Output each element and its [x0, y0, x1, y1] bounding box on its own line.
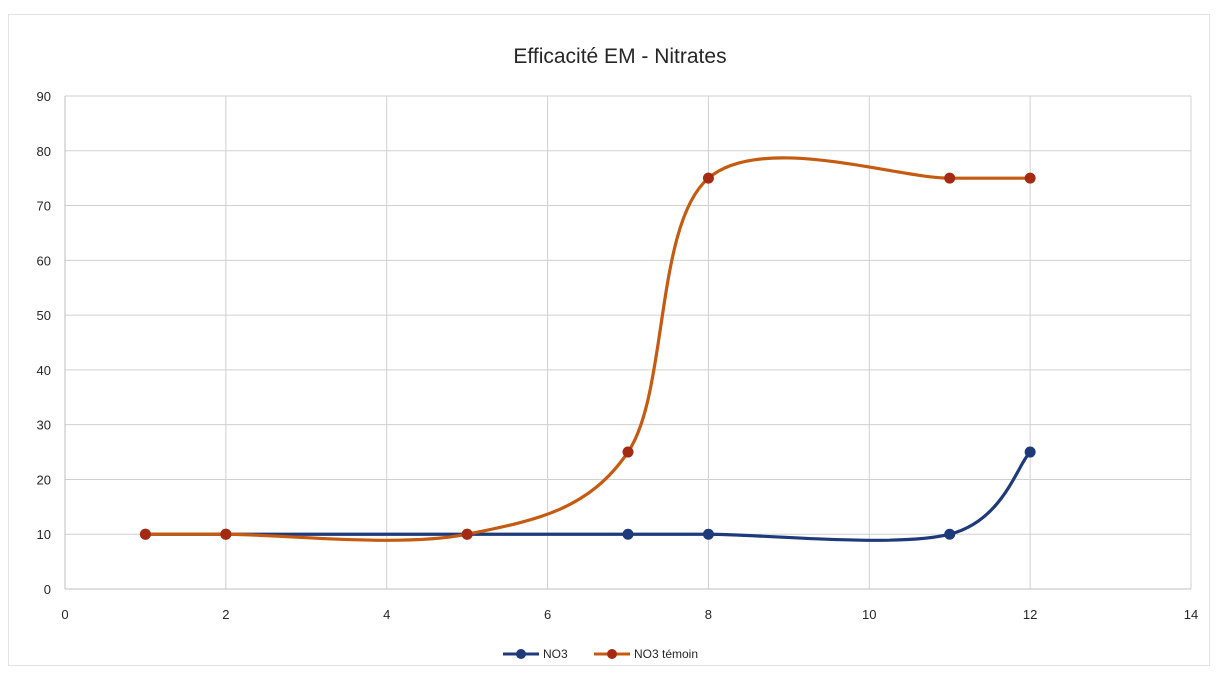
y-tick-label: 70: [37, 199, 51, 214]
legend-item-2: NO3 témoin: [594, 647, 698, 661]
y-tick-label: 30: [37, 418, 51, 433]
x-tick-label: 6: [544, 607, 551, 622]
series-2-point: [1024, 172, 1036, 184]
series-2-point: [139, 528, 151, 540]
x-tick-label: 2: [222, 607, 229, 622]
y-tick-label: 90: [37, 89, 51, 104]
series-2-point: [220, 528, 232, 540]
y-tick-label: 10: [37, 527, 51, 542]
x-tick-label: 14: [1184, 607, 1198, 622]
y-tick-label: 60: [37, 253, 51, 268]
legend: NO3 NO3 témoin: [503, 647, 698, 661]
series-1-point: [622, 528, 634, 540]
series-layer: [139, 156, 1036, 542]
line-chart: Efficacité EM - Nitrates 010203040506070…: [37, 45, 1199, 661]
series-1-line: [143, 450, 1032, 542]
series-2-point: [702, 172, 714, 184]
y-tick-label: 40: [37, 363, 51, 378]
x-tick-label: 8: [705, 607, 712, 622]
chart-area: Efficacité EM - Nitrates 0 10 20 30 40 50 60 70…: [8, 14, 1210, 666]
series-1-point: [702, 528, 714, 540]
series-2-point: [461, 528, 473, 540]
legend-item-2-label: NO3 témoin: [634, 647, 698, 661]
series-1-point: [1024, 446, 1036, 458]
y-tick-label: 80: [37, 144, 51, 159]
grid: [64, 95, 1192, 590]
axes: 0 10 20 30 40 50 60 70 80 90 0 2 4 6 8 10 12 14: [37, 89, 1199, 622]
series-1-point: [944, 528, 956, 540]
y-tick-label: 50: [37, 308, 51, 323]
series-2: [139, 156, 1036, 542]
legend-item-1-swatch-marker: [516, 649, 526, 659]
legend-item-2-swatch-marker: [607, 649, 617, 659]
legend-item-1: NO3: [503, 647, 568, 661]
series-2-line: [143, 156, 1032, 542]
y-tick-label: 0: [44, 582, 51, 597]
x-tick-label: 12: [1023, 607, 1037, 622]
chart-title: Efficacité EM - Nitrates: [513, 45, 726, 68]
x-tick-label: 0: [61, 607, 68, 622]
legend-item-1-label: NO3: [543, 647, 568, 661]
series-2-point: [622, 446, 634, 458]
series-2-point: [944, 172, 956, 184]
y-tick-label: 20: [37, 472, 51, 487]
x-tick-label: 4: [383, 607, 390, 622]
x-tick-label: 10: [862, 607, 876, 622]
